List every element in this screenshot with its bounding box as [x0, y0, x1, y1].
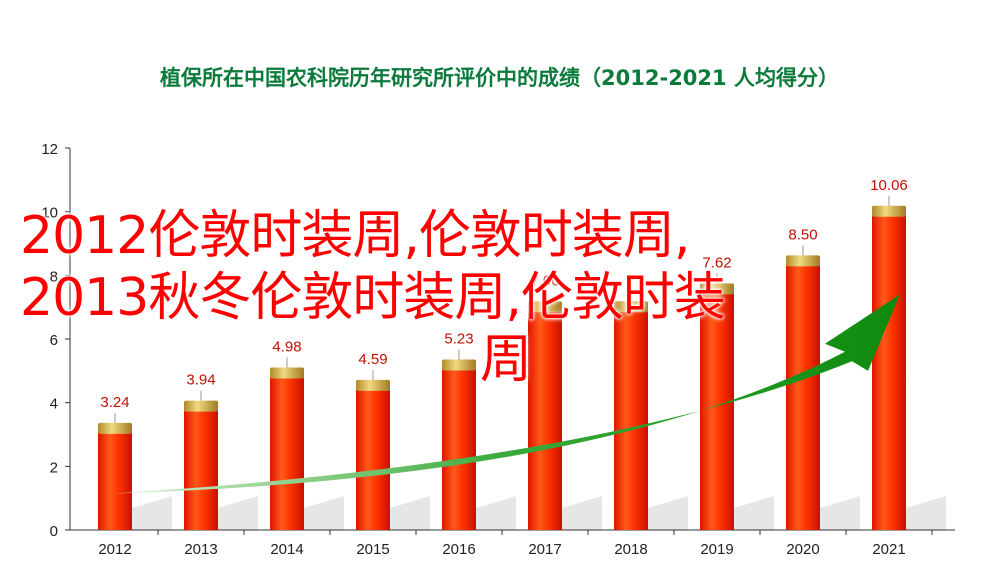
bar: [442, 369, 476, 530]
x-tick-label: 2019: [700, 541, 733, 558]
x-tick-label: 2014: [270, 541, 303, 558]
bar-cap: [700, 283, 734, 295]
bar-shadow: [648, 496, 688, 530]
bar-shadow: [906, 496, 946, 530]
data-label: 7.62: [702, 254, 731, 271]
bar-cap: [184, 400, 218, 412]
bar: [614, 311, 648, 530]
bar-shadow: [390, 496, 430, 530]
bar: [872, 215, 906, 531]
bar-cap: [98, 422, 132, 434]
x-tick-label: 2012: [98, 541, 131, 558]
y-tick-label: 0: [50, 523, 58, 540]
bar: [184, 410, 218, 530]
data-labels: 3.24 3.94 4.98 4.59 5.23 7.06 7.62 8.50 10.06: [100, 177, 908, 423]
bar: [786, 265, 820, 530]
bar: [270, 377, 304, 530]
bar-cap: [356, 379, 390, 391]
bar-shadow: [218, 496, 258, 530]
bar-shadow: [132, 496, 172, 530]
x-tick-label: 2020: [786, 541, 819, 558]
bar-shadow: [562, 496, 602, 530]
bar-cap: [786, 255, 820, 267]
data-label: 5.23: [444, 331, 473, 348]
bar: [528, 311, 562, 530]
x-tick-label: 2016: [442, 541, 475, 558]
data-label: 3.24: [100, 394, 129, 411]
bar-cap: [528, 301, 562, 313]
bar-shadow: [734, 496, 774, 530]
y-tick-label: 2: [50, 459, 58, 476]
data-label: 4.98: [272, 338, 301, 355]
trend-arrow: [115, 294, 900, 494]
chart-title: 植保所在中国农科院历年研究所评价中的成绩（2012-2021 人均得分）: [160, 66, 839, 90]
y-tick-label: 12: [41, 141, 58, 158]
y-tick-label: 4: [50, 396, 58, 413]
bar-cap: [872, 205, 906, 217]
x-tick-label: 2015: [356, 541, 389, 558]
trend-arrow-shape: [115, 294, 900, 494]
x-tick-label: 2017: [528, 541, 561, 558]
y-tick-label: 10: [41, 205, 58, 222]
bar-shadow: [304, 496, 344, 530]
x-tick-label: 2018: [614, 541, 647, 558]
bar-shadow: [820, 496, 860, 530]
data-label: 10.06: [870, 177, 908, 194]
bar: [98, 432, 132, 530]
bar-cap: [442, 359, 476, 371]
bars: [98, 205, 906, 531]
data-label: 3.94: [186, 372, 215, 389]
bar: [356, 389, 390, 530]
bar-shadow: [476, 496, 516, 530]
data-label: 7.06: [530, 272, 559, 289]
y-tick-label: 8: [50, 268, 58, 285]
data-label: 8.50: [788, 226, 817, 243]
y-tick-label: 6: [50, 332, 58, 349]
data-label: 4.59: [358, 351, 387, 368]
bar-cap: [614, 301, 648, 313]
bar-cap: [270, 367, 304, 379]
bar: [700, 293, 734, 530]
bar-shadows: [132, 496, 946, 530]
x-tick-label: 2021: [872, 541, 905, 558]
axes: 0 2 4 6 8 10 12 2012 2013 2014 2015 2016 2017 2018 201…: [41, 141, 955, 558]
x-tick-label: 2013: [184, 541, 217, 558]
